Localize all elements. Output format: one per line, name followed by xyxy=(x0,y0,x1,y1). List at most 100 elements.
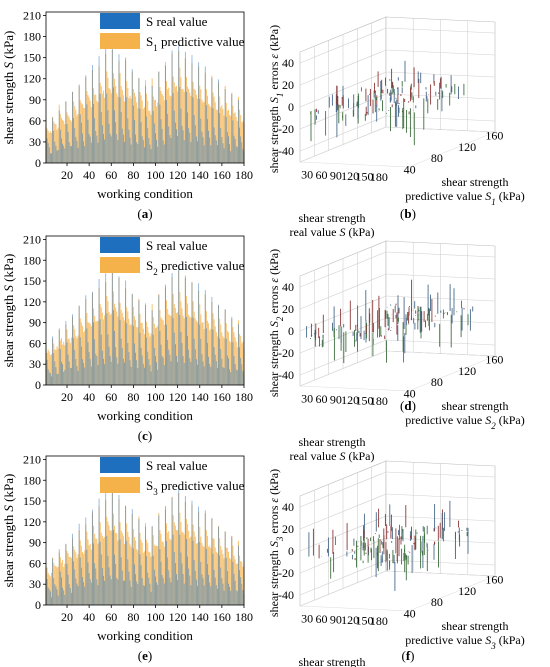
bar-real xyxy=(230,151,232,163)
bar-real xyxy=(165,284,166,385)
bar-predictive xyxy=(57,566,59,605)
bar-real xyxy=(93,322,94,385)
bar-real xyxy=(239,127,240,163)
bar-real xyxy=(74,569,76,605)
bar-real xyxy=(152,555,154,605)
bar-real xyxy=(191,55,193,163)
bar-predictive xyxy=(183,318,185,385)
bar-real xyxy=(90,582,92,605)
bar-real xyxy=(183,362,185,385)
bar-real xyxy=(124,141,125,163)
bar-real xyxy=(242,370,244,385)
bar-real xyxy=(167,339,169,385)
bar-predictive xyxy=(208,323,210,385)
y-tick-label: 90 xyxy=(29,93,41,107)
bar-real xyxy=(198,506,200,605)
panel-label: (b) xyxy=(400,206,416,221)
y3d-tick-label: 160 xyxy=(485,573,503,587)
bar-real xyxy=(136,581,138,605)
bar-predictive xyxy=(122,536,124,605)
bar-predictive xyxy=(110,313,112,385)
bar-real xyxy=(66,563,68,605)
bar-real xyxy=(59,129,61,163)
bar-real xyxy=(58,110,60,163)
bar-real xyxy=(46,138,48,163)
bar-real xyxy=(129,580,131,605)
bar-predictive xyxy=(149,336,151,385)
bar-predictive xyxy=(130,324,132,385)
x-tick-label: 20 xyxy=(61,168,73,182)
bar-real xyxy=(212,553,214,605)
bar-real xyxy=(199,541,201,605)
bar-predictive xyxy=(169,315,171,385)
bar-predictive xyxy=(242,341,244,385)
bar-predictive xyxy=(161,319,163,385)
x3d-tick-label: 30 xyxy=(301,391,313,405)
bar-predictive xyxy=(150,114,152,163)
bar-real xyxy=(217,368,218,385)
bar-real xyxy=(139,332,141,385)
bar-real xyxy=(161,128,163,163)
bar-real xyxy=(47,587,49,605)
bar-predictive xyxy=(222,336,224,385)
bar-predictive xyxy=(63,341,65,385)
bar-real xyxy=(67,132,69,163)
bar-predictive xyxy=(221,549,223,605)
bar-predictive xyxy=(188,88,190,163)
bar-predictive xyxy=(201,542,203,605)
bar-real xyxy=(224,531,226,605)
bar-predictive xyxy=(135,540,137,605)
x3d-tick-label: 180 xyxy=(370,170,388,184)
bar-predictive xyxy=(170,96,172,163)
bar-real xyxy=(233,573,235,605)
bar-real xyxy=(186,91,187,163)
bar-predictive xyxy=(223,115,225,163)
bar-real xyxy=(71,367,72,385)
bar-real xyxy=(150,371,152,385)
bar-real xyxy=(163,144,165,163)
bar-predictive xyxy=(141,323,143,385)
bar-real xyxy=(220,567,222,605)
x3d-tick-label: 60 xyxy=(316,392,328,406)
bar-real xyxy=(72,314,73,385)
plot-frame xyxy=(45,11,245,164)
bar-predictive xyxy=(102,319,105,385)
bar-real xyxy=(86,549,88,605)
bar-real xyxy=(234,580,236,605)
bar-real xyxy=(212,108,214,163)
bar-predictive xyxy=(156,327,158,385)
y3d-tick-label: 40 xyxy=(404,162,416,176)
bar-real xyxy=(53,352,55,385)
bar-real xyxy=(121,570,123,605)
bar-real xyxy=(213,347,215,385)
bar-real xyxy=(235,146,237,163)
bar-predictive xyxy=(56,567,58,605)
bar-real xyxy=(208,574,209,605)
y-tick-label: 60 xyxy=(29,556,41,570)
bar-predictive xyxy=(49,576,51,605)
bar-real xyxy=(106,93,108,163)
bar-real xyxy=(76,583,78,605)
bar-real xyxy=(149,583,151,605)
bar-predictive xyxy=(95,94,97,163)
x-tick-label: 100 xyxy=(147,168,165,182)
bar-real xyxy=(117,363,119,385)
bar-predictive xyxy=(116,533,118,605)
bar-predictive xyxy=(76,557,78,605)
bar-real xyxy=(153,123,155,163)
bar-real xyxy=(205,548,207,605)
bar-real xyxy=(214,135,216,163)
bar-predictive xyxy=(162,95,164,163)
bar-real xyxy=(162,357,164,385)
bar-real xyxy=(193,338,195,385)
bar-real xyxy=(127,342,129,385)
bar-real xyxy=(85,517,87,605)
bar-real xyxy=(130,587,132,605)
y-tick-label: 120 xyxy=(23,515,41,529)
x3d-axis-label-2: real value S (kPa) xyxy=(290,225,375,239)
bar-real xyxy=(137,583,139,605)
bar-real xyxy=(149,365,151,385)
bar-predictive xyxy=(77,335,79,385)
bar-predictive xyxy=(222,554,224,605)
bar-predictive xyxy=(62,559,64,605)
